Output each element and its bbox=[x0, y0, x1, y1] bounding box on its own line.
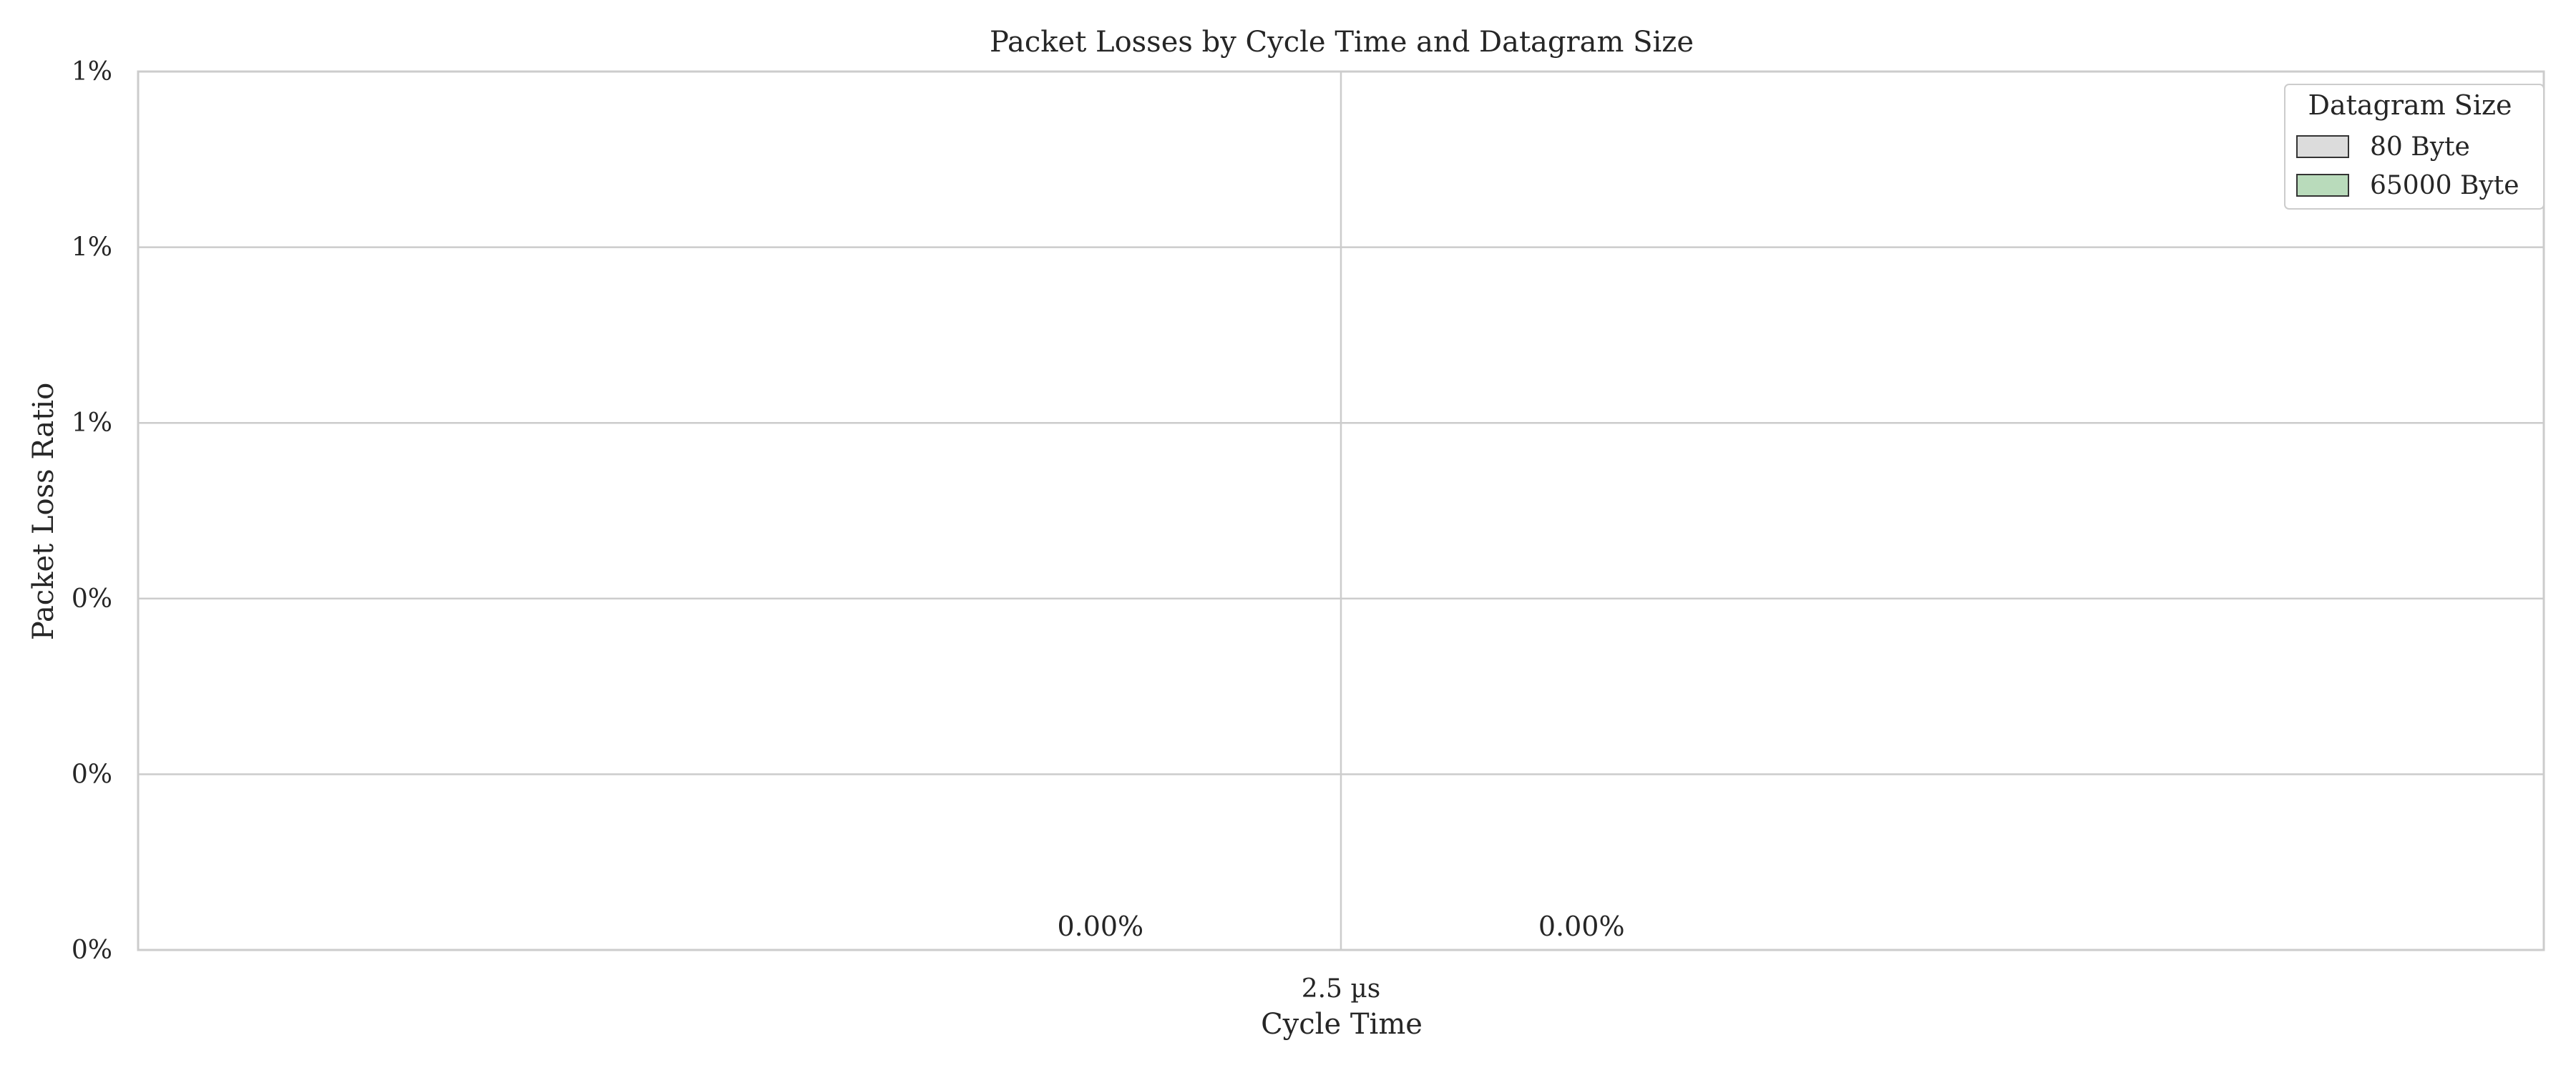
data-label: 0.00% bbox=[1538, 911, 1625, 942]
x-axis-label: Cycle Time bbox=[1261, 1008, 1423, 1041]
chart-title: Packet Losses by Cycle Time and Datagram… bbox=[990, 26, 1694, 59]
y-tick-label: 1% bbox=[72, 408, 112, 438]
legend-label: 80 Byte bbox=[2370, 132, 2470, 162]
data-labels: 0.00% 0.00% bbox=[1057, 911, 1624, 942]
legend: Datagram Size 80 Byte 65000 Byte bbox=[2284, 84, 2545, 210]
legend-swatch bbox=[2296, 174, 2349, 197]
x-tick-label: 2.5 µs bbox=[1302, 974, 1381, 1004]
legend-label: 65000 Byte bbox=[2370, 171, 2519, 200]
y-tick-label: 0% bbox=[72, 760, 112, 789]
y-tick-label: 0% bbox=[72, 584, 112, 614]
y-tick-label: 1% bbox=[72, 233, 112, 263]
y-tick-label: 1% bbox=[72, 57, 112, 87]
legend-items: 80 Byte 65000 Byte bbox=[2296, 132, 2519, 200]
legend-swatch bbox=[2296, 135, 2349, 158]
ticks: 0% 0% 0% 1% 1% 1% 2.5 µs bbox=[72, 57, 1380, 1004]
y-axis-label: Packet Loss Ratio bbox=[27, 383, 60, 640]
plot-frame bbox=[137, 70, 2545, 951]
legend-box bbox=[2284, 84, 2545, 210]
y-tick-label: 0% bbox=[72, 936, 112, 965]
legend-title: Datagram Size bbox=[2308, 89, 2512, 121]
data-label: 0.00% bbox=[1057, 911, 1143, 942]
